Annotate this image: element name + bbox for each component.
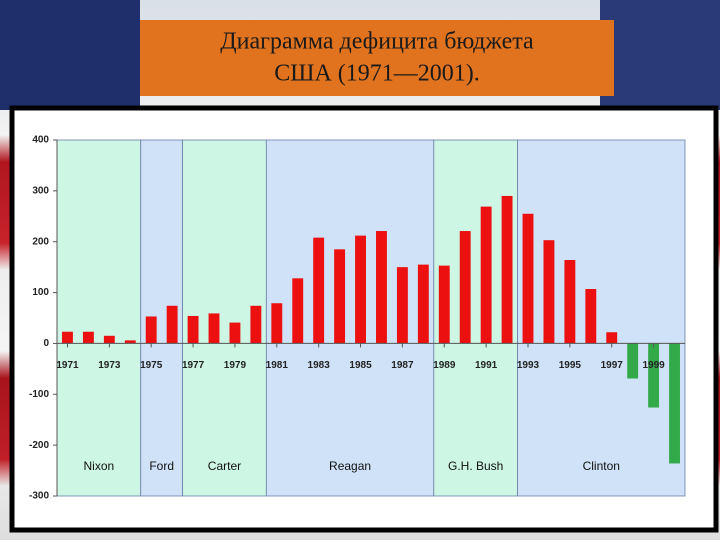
y-tick-label: -200 [29, 440, 49, 451]
bar [82, 331, 94, 344]
bar [501, 195, 513, 344]
bar [166, 305, 178, 344]
bar [648, 343, 660, 408]
region-label: G.H. Bush [448, 459, 503, 473]
x-tick-label: 1993 [517, 360, 540, 371]
region [517, 139, 686, 497]
x-tick-label: 1997 [601, 360, 624, 371]
x-tick-label: 1975 [140, 360, 163, 371]
x-tick-label: 1981 [266, 360, 289, 371]
y-tick-label: 400 [32, 135, 49, 146]
bar [62, 331, 73, 344]
bar [313, 237, 325, 344]
bar [103, 335, 115, 344]
x-tick-label: 1979 [224, 360, 247, 371]
region [265, 139, 435, 497]
bar [271, 303, 283, 344]
region-label: Ford [149, 459, 174, 473]
region-label: Reagan [329, 459, 371, 473]
x-tick-label: 1987 [391, 360, 414, 371]
y-tick-label: -100 [29, 389, 49, 400]
y-tick-label: 200 [32, 236, 49, 247]
flag-canton [0, 0, 140, 110]
region-label: Nixon [84, 459, 115, 473]
x-tick-label: 1983 [308, 360, 331, 371]
bar [355, 235, 366, 344]
bar [669, 343, 680, 464]
bar [417, 264, 429, 344]
bar [606, 332, 618, 344]
region [56, 139, 142, 497]
plot: Nixon Ford Carter Reagan G.H. Bush Clinton -30… [29, 135, 686, 502]
bar [229, 322, 241, 344]
bar [124, 340, 136, 344]
x-tick-label: 1971 [56, 360, 79, 371]
bar [208, 313, 220, 344]
region-label: Clinton [583, 459, 620, 473]
bar [396, 267, 408, 344]
bar [543, 240, 555, 344]
x-tick-label: 1985 [349, 360, 372, 371]
y-tick-label: 300 [32, 185, 49, 196]
region-label: Carter [208, 459, 241, 473]
x-tick-label: 1989 [433, 360, 456, 371]
title-line: Диаграмма дефицита бюджета [220, 29, 534, 55]
bar [564, 260, 576, 344]
y-tick-label: 0 [43, 338, 49, 349]
x-tick-label: 1999 [642, 360, 665, 371]
bar [376, 231, 387, 344]
bar [334, 249, 346, 344]
bar [627, 343, 639, 379]
x-tick-label: 1991 [475, 360, 498, 371]
bar [585, 289, 597, 344]
bar [438, 265, 450, 344]
bar [187, 315, 199, 344]
y-tick-label: -300 [29, 491, 49, 502]
title-line: США (1971—2001). [274, 61, 480, 87]
title-box [140, 20, 614, 96]
bar [480, 206, 492, 344]
y-tick-label: 100 [32, 287, 49, 298]
x-tick-label: 1973 [98, 360, 121, 371]
x-tick-label: 1995 [559, 360, 582, 371]
x-tick-label: 1977 [182, 360, 205, 371]
bar [250, 305, 262, 344]
bar [522, 213, 534, 344]
bar [459, 231, 471, 344]
bar [292, 278, 304, 344]
flag-canton-right [600, 0, 720, 110]
bar [145, 316, 157, 344]
